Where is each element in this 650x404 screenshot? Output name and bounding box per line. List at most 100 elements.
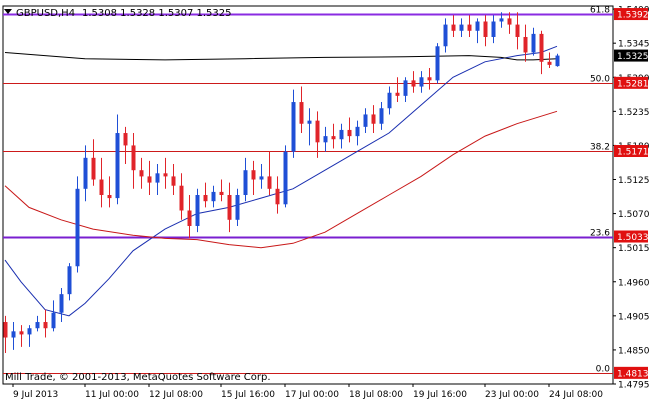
candle-body (155, 173, 160, 183)
fib-price-tag: 1.5033 (614, 230, 649, 243)
candle (499, 12, 504, 28)
current-price-box (614, 49, 648, 62)
symbol-label: GBPUSD,H4 (16, 8, 75, 19)
moving-averages-layer (4, 45, 558, 317)
candle-body (427, 77, 432, 81)
candle-body (331, 136, 336, 140)
candle (347, 117, 352, 143)
x-tick-label: 9 Jul 2013 (13, 390, 58, 400)
candle (83, 145, 88, 202)
candle-body (123, 133, 128, 146)
candle-body (539, 33, 544, 62)
candle-body (3, 322, 8, 338)
candle-body (451, 24, 456, 31)
candle-body (259, 176, 264, 180)
candle-body (483, 21, 488, 37)
candle-body (323, 136, 328, 143)
candle (515, 12, 520, 50)
candle (315, 111, 320, 158)
fib-price-tag-label: 1.4813 (617, 369, 649, 379)
candle (59, 287, 64, 323)
candle-body (187, 210, 192, 226)
candle (395, 77, 400, 103)
fib-price-tag: 1.5392 (614, 8, 649, 21)
candle (11, 322, 16, 350)
candle (275, 176, 280, 214)
candle-body (163, 173, 168, 177)
candle-body (299, 102, 304, 124)
candle-body (443, 24, 448, 47)
candle-body (115, 133, 120, 199)
candle-body (35, 322, 40, 329)
fib-level-label: 61.8 (590, 6, 610, 16)
candle-body (67, 266, 72, 295)
fib-price-tag: 1.5171 (614, 145, 649, 158)
candle-body (411, 80, 416, 87)
ma-line-2 (4, 110, 558, 249)
candle (475, 18, 480, 44)
y-tick-label: 1.5235 (618, 108, 650, 118)
candle (539, 30, 544, 75)
candle (51, 300, 56, 332)
fib-price-tag-box (614, 76, 648, 89)
y-tick-label: 1.5015 (618, 244, 650, 254)
candle (379, 102, 384, 130)
y-tick-label: 1.5345 (618, 40, 650, 50)
candle (219, 179, 224, 202)
candle (75, 176, 80, 273)
candle-body (347, 129, 352, 137)
candle-body (11, 331, 16, 338)
fib-price-tag-label: 1.5171 (617, 148, 649, 158)
fib-levels-layer: 61.8 50.0 38.2 23.6 0.0 (2, 5, 614, 385)
candle (107, 176, 112, 208)
candle (355, 120, 360, 146)
candle (91, 139, 96, 186)
y-tick-label: 1.4960 (618, 278, 650, 288)
candle (139, 157, 144, 189)
fib-price-tag-label: 1.5281 (617, 79, 649, 89)
x-tick-label: 12 Jul 08:00 (149, 390, 203, 400)
candle-body (467, 24, 472, 31)
candle (299, 86, 304, 134)
candle (123, 126, 128, 165)
candle-body (59, 294, 64, 313)
candle (267, 151, 272, 195)
candle (531, 27, 536, 56)
candle-body (219, 191, 224, 195)
candle (211, 185, 216, 208)
candle (3, 315, 8, 354)
candle (443, 18, 448, 53)
candle (555, 53, 560, 67)
candle-body (75, 188, 80, 267)
candle-body (315, 120, 320, 143)
candle (227, 182, 232, 233)
candle-body (291, 102, 296, 152)
candle-body (355, 126, 360, 137)
candle-body (267, 176, 272, 189)
candle (467, 15, 472, 37)
candle (283, 145, 288, 208)
candle-body (363, 114, 368, 127)
fib-price-tag: 1.4813 (614, 366, 649, 379)
candle (339, 123, 344, 149)
axes-layer: 1.54001.53451.52901.52351.51801.51251.50… (12, 6, 650, 400)
candle-body (51, 312, 56, 329)
fib-price-tag-box (614, 8, 648, 21)
candle (483, 15, 488, 47)
candle (547, 52, 552, 68)
candle (371, 105, 376, 134)
candle-body (243, 170, 248, 195)
ohlc-values: 1.5308 1.5328 1.5307 1.5325 (82, 8, 232, 19)
x-tick-label: 18 Jul 08:00 (349, 390, 403, 400)
triangle-down-icon[interactable] (4, 9, 12, 14)
candle (403, 77, 408, 103)
candle-body (43, 322, 48, 329)
x-tick-label: 17 Jul 00:00 (285, 390, 339, 400)
candle-body (91, 157, 96, 180)
candle-body (179, 185, 184, 211)
x-tick-label: 19 Jul 16:00 (413, 390, 467, 400)
fib-level-label: 50.0 (590, 75, 610, 85)
candle-body (531, 33, 536, 53)
candle (331, 123, 336, 149)
